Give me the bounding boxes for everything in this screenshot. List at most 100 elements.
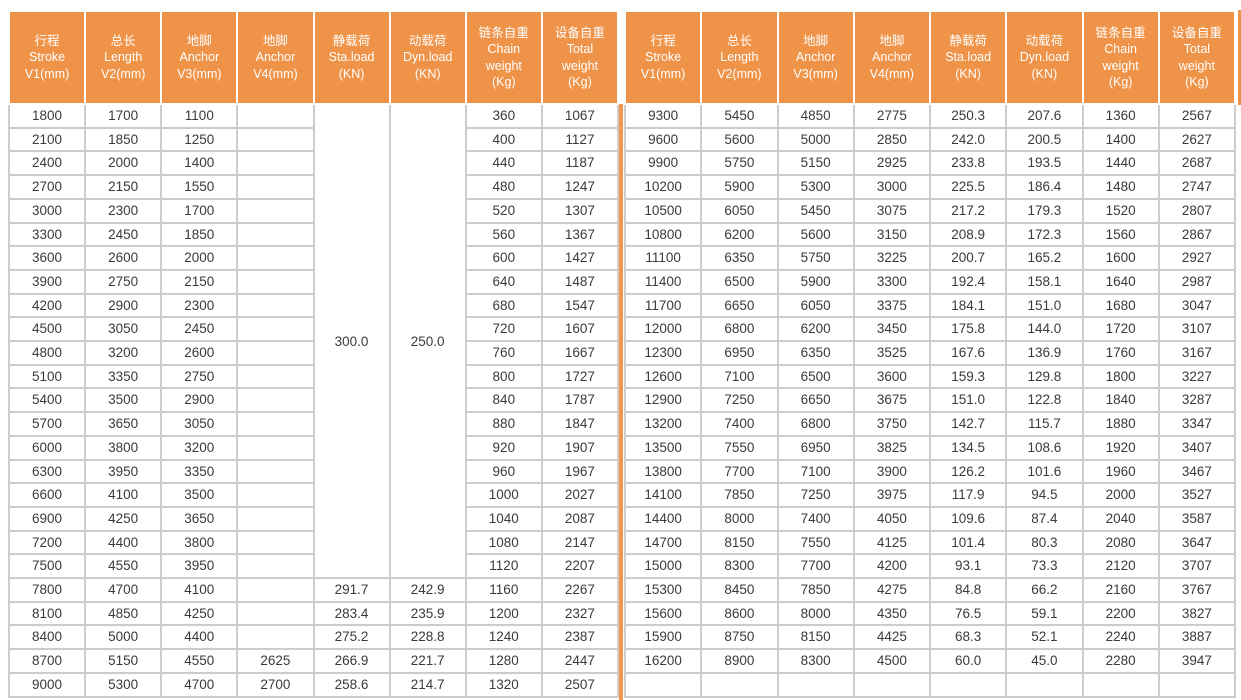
table-cell: 2387	[540, 624, 620, 651]
table-cell: 1040	[464, 505, 543, 532]
table-cell: 3527	[1157, 482, 1237, 508]
table-cell: 3900	[7, 268, 87, 295]
table-row: 5400 3500 2900 840 1787	[7, 387, 620, 414]
table-cell: 2040	[1081, 505, 1160, 532]
table-cell: 13800	[623, 458, 703, 485]
table-row: 11100 6350 5750 3225 200.7 165.2 1600 2927	[623, 245, 1237, 271]
table-cell: 760	[464, 340, 543, 366]
table-row: 7200 4400 3800 1080 2147	[7, 529, 620, 556]
table-cell: 8900	[700, 648, 779, 674]
table-cell: 2747	[1157, 174, 1237, 200]
table-cell: 6800	[700, 316, 779, 343]
table-cell: 14400	[623, 505, 703, 532]
header-cell-length: 总长 Length V2(mm)	[84, 10, 163, 105]
table-cell: 76.5	[928, 600, 1008, 627]
table-cell: 640	[464, 268, 543, 295]
table-cell: 2807	[1157, 197, 1237, 224]
table-cell: 52.1	[1005, 624, 1084, 651]
table-row: 12900 7250 6650 3675 151.0 122.8 1840 3287	[623, 387, 1237, 414]
table-cell: 3950	[160, 553, 239, 580]
table-cell: 400	[464, 126, 543, 153]
table-cell: 2700	[236, 671, 315, 698]
table-cell: 7250	[700, 387, 779, 414]
table-cell: 5700	[7, 411, 87, 437]
table-cell: 129.8	[1005, 363, 1084, 390]
table-cell	[236, 458, 315, 485]
table-cell: 1360	[1081, 103, 1160, 129]
table-cell	[236, 197, 315, 224]
table-cell: 11400	[623, 268, 703, 295]
table-cell: 5900	[700, 174, 779, 200]
table-cell: 8700	[7, 648, 87, 674]
table-cell: 360	[464, 103, 543, 129]
section-divider	[619, 104, 623, 700]
table-cell: 8100	[7, 600, 87, 627]
table-cell: 10800	[623, 221, 703, 248]
table-cell: 3947	[1157, 648, 1237, 674]
table-cell: 5600	[776, 221, 855, 248]
table-cell: 1307	[540, 197, 620, 224]
table-cell: 16200	[623, 648, 703, 674]
table-cell: 3150	[852, 221, 932, 248]
table-row: 12600 7100 6500 3600 159.3 129.8 1800 3227	[623, 363, 1237, 390]
table-cell: 1700	[160, 197, 239, 224]
table-row: 10500 6050 5450 3075 217.2 179.3 1520 2807	[623, 197, 1237, 224]
table-cell: 880	[464, 411, 543, 437]
header-cell-anchor-v4: 地脚 Anchor V4(mm)	[852, 10, 932, 105]
table-cell: 109.6	[928, 505, 1008, 532]
table-cell: 1640	[1081, 268, 1160, 295]
table-cell: 2450	[84, 221, 163, 248]
table-cell: 1800	[7, 103, 87, 129]
table-cell: 4100	[84, 482, 163, 508]
table-cell: 101.4	[928, 529, 1008, 556]
table-cell: 680	[464, 292, 543, 319]
table-cell: 8400	[7, 624, 87, 651]
table-cell: 1400	[160, 150, 239, 177]
table-cell: 15600	[623, 600, 703, 627]
table-row: 6900 4250 3650 1040 2087	[7, 505, 620, 532]
table-cell: 3800	[84, 434, 163, 461]
table-cell: 2700	[7, 174, 87, 200]
header-cell-static-load: 静载荷 Sta.load (KN)	[312, 10, 391, 105]
table-cell: 6000	[7, 434, 87, 461]
table-cell: 4800	[7, 340, 87, 366]
table-cell	[236, 316, 315, 343]
table-cell: 5750	[776, 245, 855, 271]
table-row: 14400 8000 7400 4050 109.6 87.4 2040 3587	[623, 505, 1237, 532]
table-cell: 1240	[464, 624, 543, 651]
table-cell	[236, 577, 315, 603]
table-cell: 1850	[160, 221, 239, 248]
table-cell	[700, 671, 779, 698]
table-cell: 4250	[160, 600, 239, 627]
table-cell: 4200	[852, 553, 932, 580]
table-cell	[776, 671, 855, 698]
table-cell: 3650	[160, 505, 239, 532]
table-cell: 2027	[540, 482, 620, 508]
table-cell: 1440	[1081, 150, 1160, 177]
table-cell: 2750	[84, 268, 163, 295]
table-cell: 6050	[776, 292, 855, 319]
header-row: 行程 Stroke V1(mm) 总长 Length V2(mm) 地脚 Anchor V3(m…	[7, 10, 620, 105]
table-cell: 2150	[84, 174, 163, 200]
table-cell: 1160	[464, 577, 543, 603]
table-cell: 2447	[540, 648, 620, 674]
table-row: 9000 5300 4700 2700 258.6 214.7 1320 2507	[7, 671, 620, 698]
table-cell: 2925	[852, 150, 932, 177]
header-cell-total-weight: 设备自重 Total weight (Kg)	[540, 10, 620, 105]
table-cell: 3675	[852, 387, 932, 414]
table-cell: 800	[464, 363, 543, 390]
table-cell: 3827	[1157, 600, 1237, 627]
table-cell: 2087	[540, 505, 620, 532]
table-cell: 2900	[160, 387, 239, 414]
table-cell: 136.9	[1005, 340, 1084, 366]
table-cell: 3750	[852, 411, 932, 437]
table-cell: 6200	[776, 316, 855, 343]
table-cell: 1600	[1081, 245, 1160, 271]
table-cell: 1847	[540, 411, 620, 437]
table-cell: 2400	[7, 150, 87, 177]
cutoff-next-section-fragment	[1238, 10, 1241, 105]
table-cell: 2000	[160, 245, 239, 271]
table-cell: 2100	[7, 126, 87, 153]
table-cell: 2567	[1157, 103, 1237, 129]
